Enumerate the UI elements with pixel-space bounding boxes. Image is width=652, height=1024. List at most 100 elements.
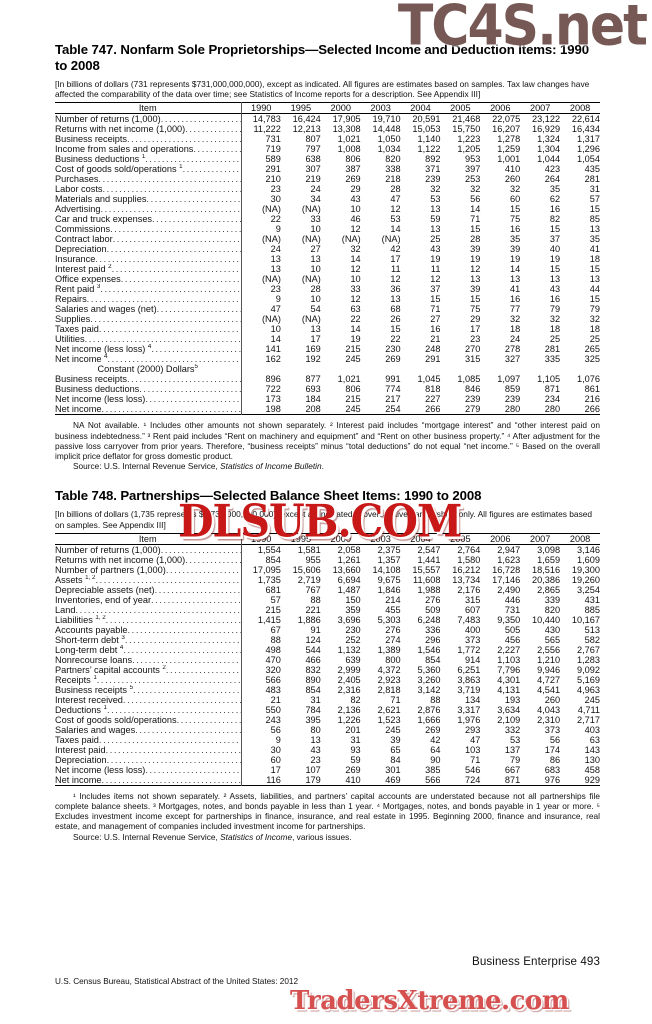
cell-8: 18 bbox=[549, 324, 561, 335]
cell-3: 806 bbox=[345, 384, 361, 395]
cell-2: 24 bbox=[310, 184, 321, 195]
cell-8: 174 bbox=[544, 744, 561, 755]
cell-4: 276 bbox=[385, 624, 401, 635]
table-748-footnotes: ¹ Includes items not shown separately. ²… bbox=[55, 791, 600, 832]
cell-7: 2,490 bbox=[497, 584, 521, 595]
cell-2: 28 bbox=[310, 284, 321, 295]
cell-5: 3,260 bbox=[417, 674, 441, 685]
cell-8: 82 bbox=[549, 214, 561, 225]
cell-4: 47 bbox=[390, 194, 401, 205]
cell-6: 3,317 bbox=[457, 704, 481, 715]
cell-6: 71 bbox=[470, 754, 481, 765]
cell-8: 280 bbox=[544, 404, 561, 415]
cell-3: 387 bbox=[345, 164, 361, 175]
col-head-1995: 1995 bbox=[290, 533, 312, 544]
table-row: Nonrecourse loans ......................… bbox=[55, 654, 601, 665]
cell-8: 32 bbox=[549, 314, 561, 325]
row-label: Assets 1, 2 ............................… bbox=[55, 574, 242, 585]
cell-1: 566 bbox=[265, 674, 281, 685]
cell-4: 217 bbox=[385, 394, 401, 405]
cell-5: 11,608 bbox=[413, 574, 441, 585]
cell-2: 13 bbox=[310, 254, 321, 265]
cell-4: 1,050 bbox=[377, 134, 401, 145]
cell-2: 693 bbox=[305, 384, 321, 395]
cell-4: 39 bbox=[390, 734, 401, 745]
cell-6: 15 bbox=[470, 294, 481, 305]
col-head-item: Item bbox=[55, 533, 242, 545]
table-747-footnotes: NA Not available. ¹ Includes other amoun… bbox=[55, 420, 600, 461]
cell-7: 1,278 bbox=[497, 134, 521, 145]
cell-2: 31 bbox=[310, 694, 321, 705]
cell-2: 13 bbox=[310, 734, 321, 745]
cell-3: 1,487 bbox=[337, 584, 361, 595]
section-header-spacer bbox=[241, 364, 600, 374]
cell-8: 2,310 bbox=[537, 714, 561, 725]
cell-9: 4,711 bbox=[577, 704, 601, 715]
cell-3: 2,058 bbox=[337, 544, 361, 555]
cell-3: 1,021 bbox=[337, 374, 361, 385]
table-row: Depreciable assets (net) ...............… bbox=[55, 584, 600, 595]
cell-5: 71 bbox=[430, 304, 441, 315]
cell-2: 88 bbox=[310, 594, 321, 605]
cell-5: 1,441 bbox=[417, 554, 441, 565]
cell-9: 4,963 bbox=[577, 684, 601, 695]
cell-4: 13 bbox=[390, 294, 401, 305]
cell-6: 15,750 bbox=[452, 124, 481, 135]
cell-3: 1,261 bbox=[337, 554, 361, 565]
row-label: Net income (less loss) .................… bbox=[55, 394, 242, 405]
cell-1: 681 bbox=[265, 584, 281, 595]
cell-5: 6,248 bbox=[417, 614, 441, 625]
cell-4: 53 bbox=[390, 214, 401, 225]
cell-6: 914 bbox=[465, 654, 481, 665]
table-row: Contract labor .........................… bbox=[55, 234, 600, 245]
cell-3: 252 bbox=[345, 634, 361, 645]
cell-6: 14 bbox=[470, 204, 481, 215]
cell-9: 1,283 bbox=[577, 654, 601, 665]
table-row: Interest paid ..........................… bbox=[55, 744, 600, 755]
cell-6: 239 bbox=[465, 394, 481, 405]
cell-7: 15 bbox=[510, 204, 521, 215]
col-head-2007: 2007 bbox=[529, 103, 551, 114]
table-row: Advertising ............................… bbox=[55, 204, 600, 215]
cell-6: 1,580 bbox=[457, 554, 481, 565]
cell-5: 248 bbox=[425, 344, 441, 355]
cell-9: 216 bbox=[584, 394, 601, 405]
cell-8: 339 bbox=[544, 594, 561, 605]
cell-2: 807 bbox=[305, 134, 321, 145]
cell-9: 9,092 bbox=[577, 664, 601, 675]
cell-7: 16,728 bbox=[492, 564, 521, 575]
cell-7: 1,001 bbox=[497, 154, 521, 165]
cell-2: 10 bbox=[310, 224, 321, 235]
cell-3: 29 bbox=[350, 184, 361, 195]
row-label: Liabilities 1, 2 .......................… bbox=[55, 614, 242, 625]
cell-1: 198 bbox=[265, 404, 281, 415]
cell-1: 1,415 bbox=[257, 614, 281, 625]
cell-6: 21,468 bbox=[452, 114, 481, 125]
cell-4: 301 bbox=[385, 764, 401, 775]
cell-1: 14,783 bbox=[252, 114, 281, 125]
cell-6: 28 bbox=[470, 234, 481, 245]
cell-6: 1,205 bbox=[457, 144, 481, 155]
row-label: Commissions ............................… bbox=[55, 224, 242, 235]
row-label: Business deductions ....................… bbox=[55, 384, 242, 395]
table-row: Returns with net income (1,000) ........… bbox=[55, 124, 600, 135]
cell-7: 2,947 bbox=[497, 544, 521, 555]
cell-8: 19 bbox=[549, 254, 561, 265]
cell-7: 4,131 bbox=[497, 684, 521, 695]
cell-1: 21 bbox=[270, 694, 281, 705]
cell-1: 67 bbox=[270, 624, 281, 635]
cell-8: 4,043 bbox=[537, 704, 561, 715]
cell-7: 667 bbox=[504, 764, 521, 775]
cell-5: 11 bbox=[430, 264, 441, 275]
cell-6: 16,212 bbox=[452, 564, 481, 575]
cell-8: 260 bbox=[544, 694, 561, 705]
cell-9: 435 bbox=[584, 164, 601, 175]
row-label: Interest received ......................… bbox=[55, 694, 242, 705]
row-label: Nonrecourse loans ......................… bbox=[55, 654, 242, 665]
cell-3: 32 bbox=[350, 244, 361, 255]
cell-2: 179 bbox=[305, 774, 321, 785]
cell-8: 10,440 bbox=[532, 614, 561, 625]
cell-2: 23 bbox=[310, 754, 321, 765]
cell-9: 41 bbox=[589, 244, 601, 255]
